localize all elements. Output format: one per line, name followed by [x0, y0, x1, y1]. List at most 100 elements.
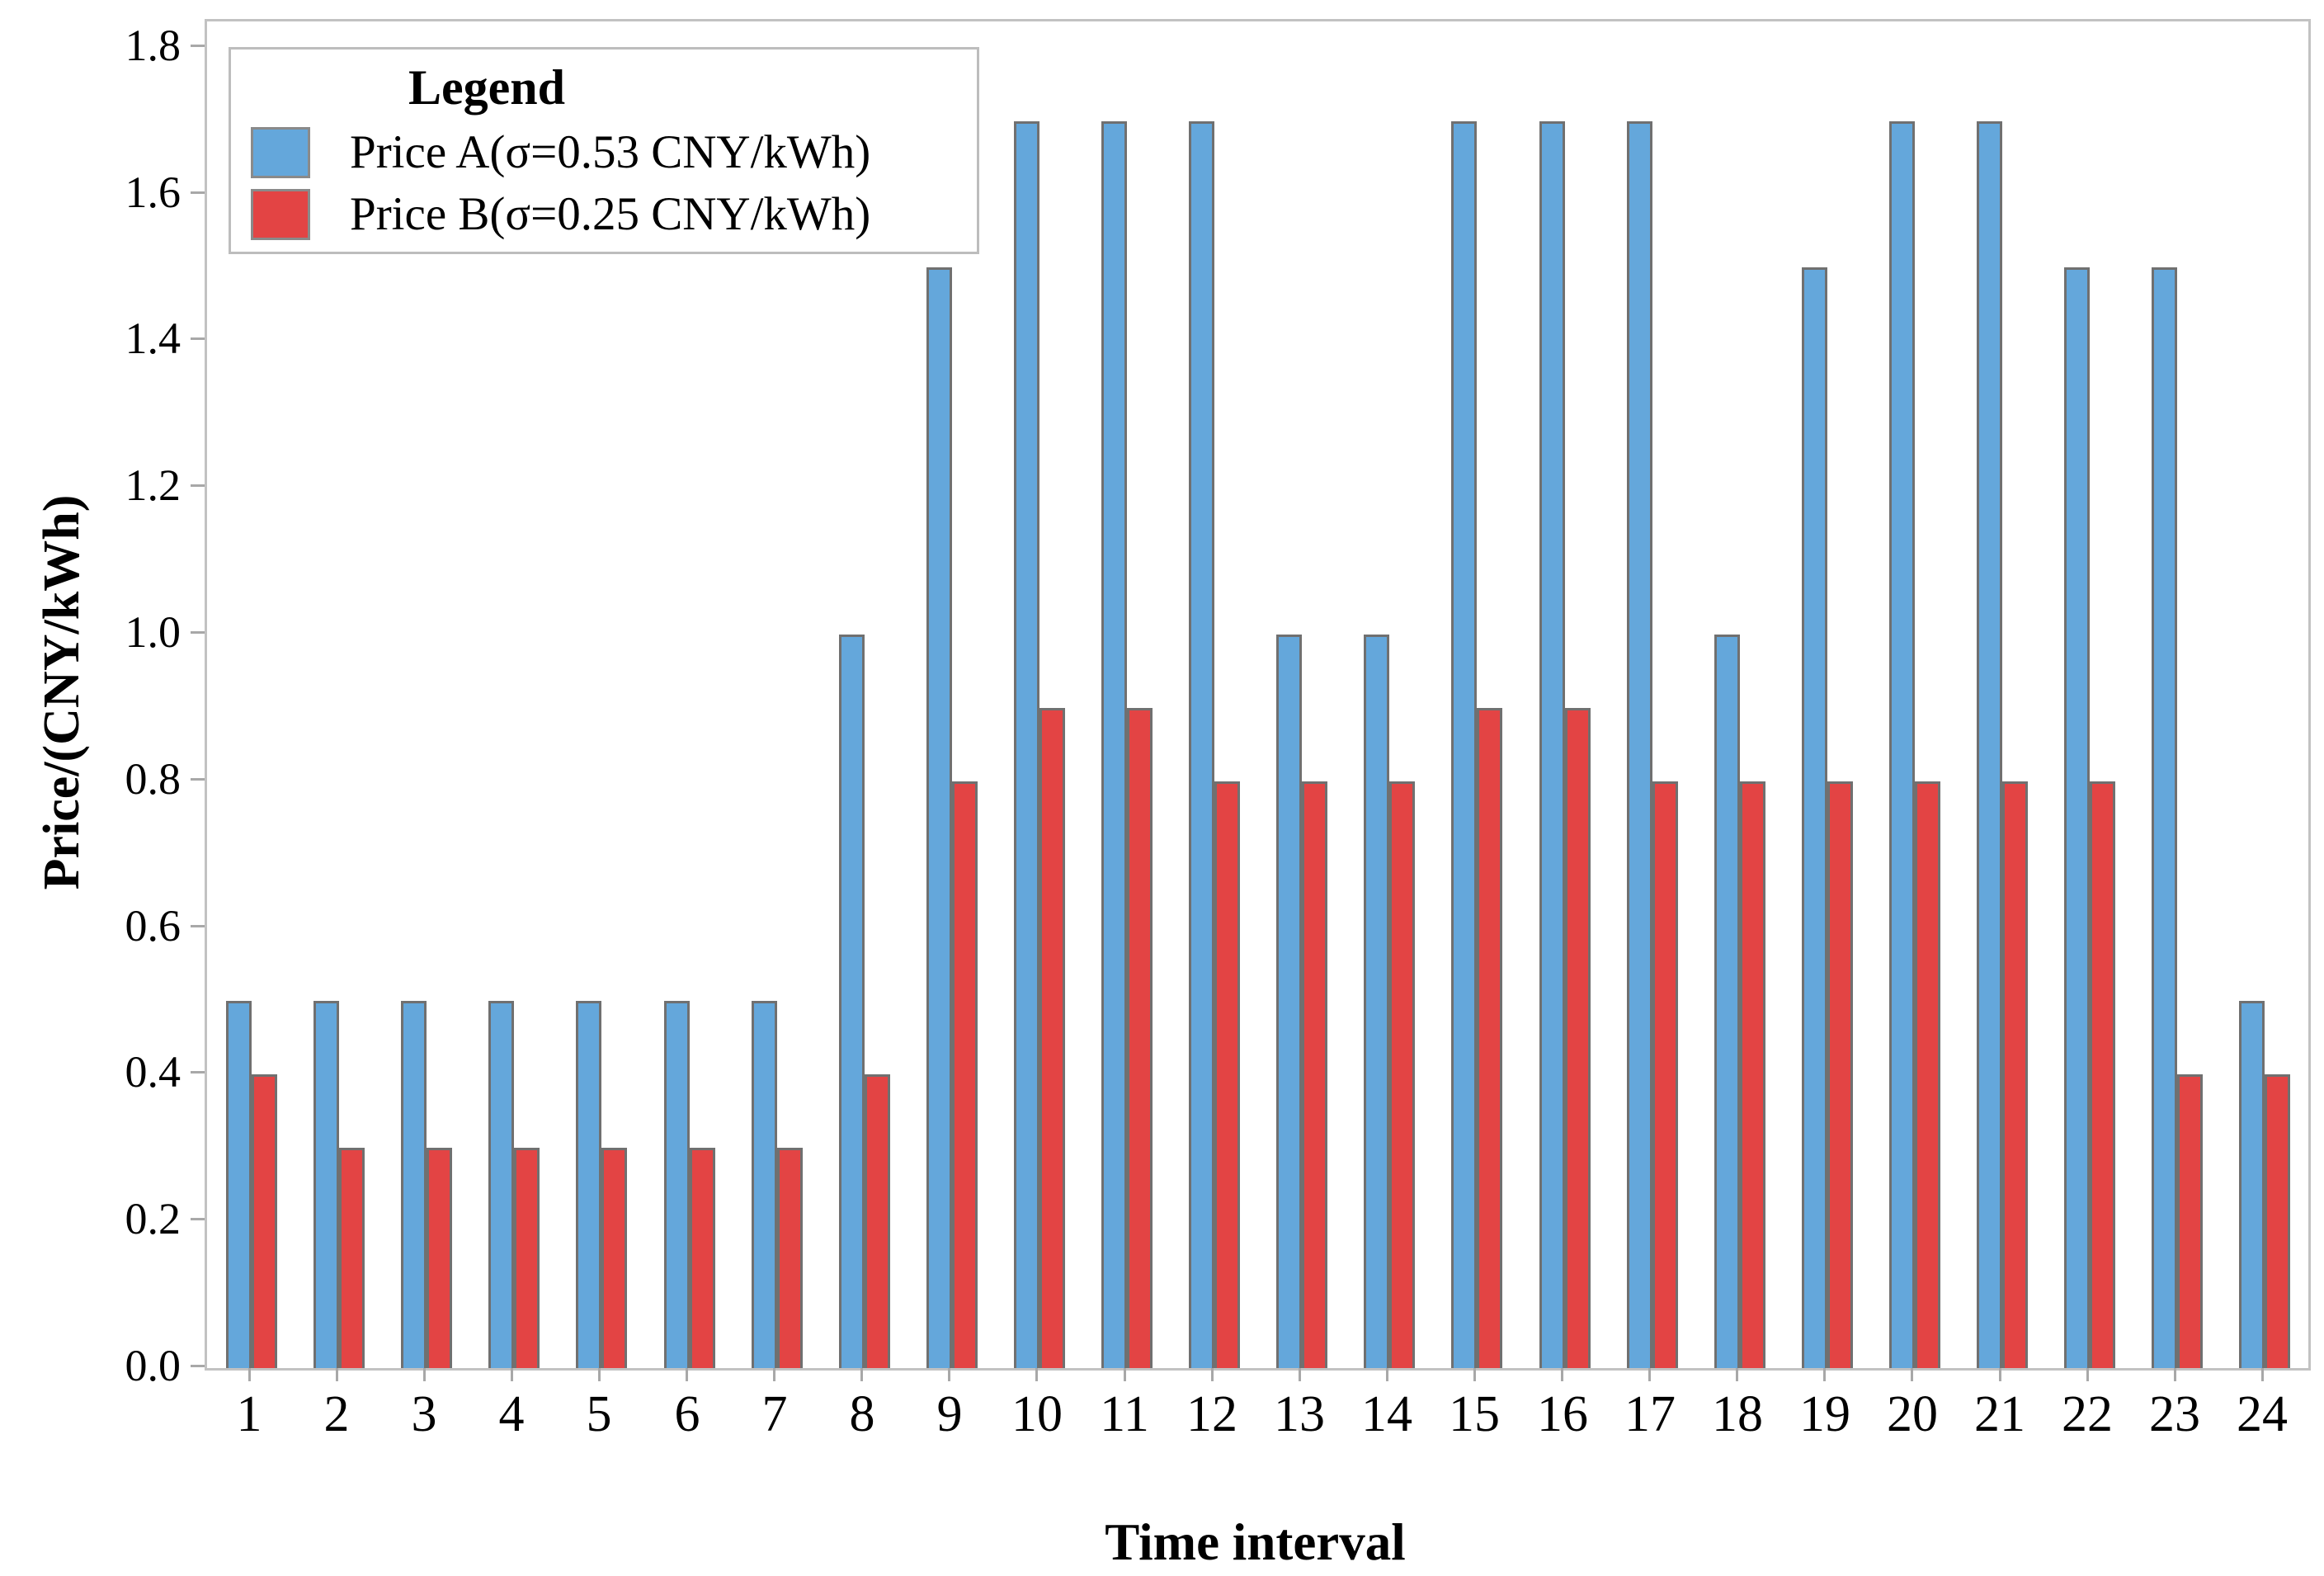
bar-price-b-interval-5	[601, 1148, 627, 1368]
bar-price-a-interval-18	[1714, 635, 1740, 1368]
plot-area	[205, 19, 2311, 1371]
bar-price-b-interval-12	[1214, 781, 1240, 1368]
y-tick-label-0.6: 0.6	[125, 901, 181, 951]
bar-price-a-interval-8	[839, 635, 865, 1368]
x-tick-12	[1211, 1368, 1214, 1381]
y-tick-label-0.2: 0.2	[125, 1194, 181, 1243]
y-tick-0.8	[191, 778, 205, 781]
x-tick-15	[1473, 1368, 1476, 1381]
x-tick-label-20: 20	[1887, 1386, 1938, 1442]
y-tick-1.8	[191, 45, 205, 47]
x-tick-3	[423, 1368, 426, 1381]
x-tick-24	[2261, 1368, 2264, 1381]
bar-price-a-interval-16	[1539, 121, 1565, 1368]
y-tick-label-0.0: 0.0	[125, 1341, 181, 1390]
x-tick-label-15: 15	[1449, 1386, 1500, 1442]
x-tick-7	[773, 1368, 775, 1381]
bar-price-b-interval-24	[2265, 1074, 2290, 1368]
bar-price-a-interval-7	[752, 1001, 777, 1368]
x-tick-1	[248, 1368, 251, 1381]
x-tick-label-12: 12	[1186, 1386, 1237, 1442]
bar-price-a-interval-5	[576, 1001, 601, 1368]
bar-price-b-interval-1	[252, 1074, 277, 1368]
x-tick-19	[1823, 1368, 1826, 1381]
y-tick-0.4	[191, 1071, 205, 1073]
bar-price-b-interval-4	[514, 1148, 540, 1368]
bar-price-a-interval-10	[1014, 121, 1039, 1368]
bar-price-b-interval-22	[2090, 781, 2115, 1368]
y-tick-label-1.8: 1.8	[125, 21, 181, 70]
bar-price-a-interval-15	[1451, 121, 1477, 1368]
x-tick-5	[598, 1368, 601, 1381]
y-tick-label-1.0: 1.0	[125, 607, 181, 657]
x-tick-label-11: 11	[1100, 1386, 1149, 1442]
y-tick-0.2	[191, 1218, 205, 1220]
x-axis-title: Time interval	[1105, 1513, 1406, 1571]
bar-price-b-interval-16	[1565, 708, 1591, 1368]
bar-price-a-interval-22	[2064, 267, 2090, 1368]
x-tick-label-5: 5	[586, 1386, 612, 1442]
bar-price-b-interval-17	[1652, 781, 1678, 1368]
x-tick-label-19: 19	[1799, 1386, 1850, 1442]
bar-price-b-interval-11	[1127, 708, 1153, 1368]
bar-price-b-interval-14	[1389, 781, 1415, 1368]
bar-price-b-interval-15	[1477, 708, 1502, 1368]
bar-price-b-interval-18	[1740, 781, 1765, 1368]
x-tick-label-4: 4	[498, 1386, 525, 1442]
bar-price-a-interval-14	[1364, 635, 1389, 1368]
y-tick-1.4	[191, 337, 205, 340]
bar-price-b-interval-19	[1827, 781, 1853, 1368]
x-tick-10	[1035, 1368, 1038, 1381]
x-tick-18	[1736, 1368, 1738, 1381]
bar-price-b-interval-3	[427, 1148, 452, 1368]
bar-price-a-interval-23	[2152, 267, 2177, 1368]
bar-price-b-interval-2	[339, 1148, 365, 1368]
y-tick-1.0	[191, 631, 205, 634]
x-tick-16	[1561, 1368, 1563, 1381]
x-tick-4	[511, 1368, 513, 1381]
x-tick-20	[1911, 1368, 1913, 1381]
bar-price-a-interval-12	[1189, 121, 1214, 1368]
bar-price-b-interval-7	[777, 1148, 803, 1368]
bar-price-a-interval-17	[1627, 121, 1652, 1368]
x-tick-8	[860, 1368, 863, 1381]
legend: Legend Price A(σ=0.53 CNY/kWh) Price B(σ…	[229, 47, 979, 254]
x-tick-label-6: 6	[674, 1386, 700, 1442]
bar-price-b-interval-23	[2177, 1074, 2203, 1368]
bar-price-a-interval-1	[226, 1001, 252, 1368]
bar-price-b-interval-21	[2002, 781, 2028, 1368]
y-tick-1.6	[191, 191, 205, 194]
x-tick-label-3: 3	[411, 1386, 437, 1442]
x-tick-label-1: 1	[236, 1386, 262, 1442]
x-tick-label-17: 17	[1624, 1386, 1676, 1442]
x-tick-label-10: 10	[1011, 1386, 1063, 1442]
bar-price-a-interval-21	[1977, 121, 2002, 1368]
x-tick-label-24: 24	[2237, 1386, 2288, 1442]
x-tick-label-7: 7	[761, 1386, 788, 1442]
bar-price-a-interval-19	[1802, 267, 1827, 1368]
y-tick-label-0.8: 0.8	[125, 754, 181, 804]
x-tick-label-22: 22	[2062, 1386, 2113, 1442]
legend-label-price-a: Price A(σ=0.53 CNY/kWh)	[350, 126, 871, 178]
bar-price-a-interval-9	[926, 267, 952, 1368]
legend-title: Legend	[408, 60, 566, 115]
bar-price-a-interval-24	[2239, 1001, 2265, 1368]
x-tick-14	[1386, 1368, 1388, 1381]
x-tick-9	[948, 1368, 950, 1381]
x-tick-22	[2086, 1368, 2089, 1381]
x-tick-11	[1124, 1368, 1126, 1381]
x-tick-13	[1299, 1368, 1301, 1381]
bar-price-a-interval-3	[401, 1001, 427, 1368]
bar-price-a-interval-6	[664, 1001, 690, 1368]
bar-price-a-interval-13	[1276, 635, 1302, 1368]
x-tick-23	[2174, 1368, 2176, 1381]
bar-price-b-interval-9	[952, 781, 978, 1368]
y-tick-0.0	[191, 1365, 205, 1367]
bar-price-b-interval-8	[865, 1074, 890, 1368]
x-tick-label-21: 21	[1974, 1386, 2025, 1442]
x-tick-label-18: 18	[1712, 1386, 1763, 1442]
x-tick-21	[1999, 1368, 2001, 1381]
x-tick-label-8: 8	[849, 1386, 875, 1442]
bar-price-b-interval-10	[1039, 708, 1065, 1368]
